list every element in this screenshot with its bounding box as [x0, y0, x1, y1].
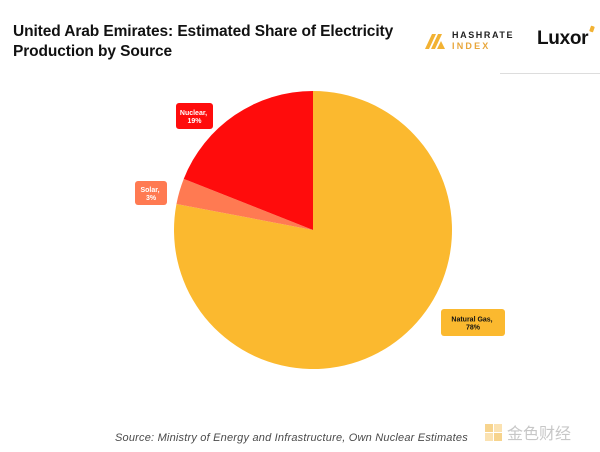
- source-note: Source: Ministry of Energy and Infrastru…: [115, 432, 468, 444]
- header-divider: [500, 73, 600, 74]
- pie-slice-natural-gas: [173, 91, 452, 369]
- chart-title: United Arab Emirates: Estimated Share of…: [13, 23, 394, 60]
- pie-slice-solar: [176, 178, 313, 230]
- hashrate-logo-line1: HASHRATE: [452, 30, 515, 40]
- watermark: 金色财经: [485, 424, 571, 443]
- callout-nuclear-box: [176, 103, 213, 129]
- luxor-logo-text: Luxor: [537, 28, 589, 49]
- callout-natural-gas: Natural Gas, 78%: [441, 309, 505, 336]
- callout-solar-value: 3%: [146, 195, 157, 202]
- luxor-logo: Luxor: [537, 25, 596, 51]
- callout-solar: Solar, 3%: [135, 181, 167, 205]
- svg-text:Solar, 3%: Solar, 3%: [140, 187, 161, 202]
- callout-natural-gas-value: 78%: [466, 325, 481, 332]
- pie-slice-nuclear: [183, 90, 313, 230]
- hashrate-index-logo: HASHRATE INDEX: [424, 30, 524, 54]
- svg-text:Natural Gas, 78%: Natural Gas, 78%: [451, 317, 494, 332]
- callout-solar-label: Solar,: [140, 187, 159, 194]
- watermark-text: 金色财经: [507, 424, 571, 443]
- callout-nuclear: Nuclear, 19%: [176, 103, 213, 129]
- watermark-icon: [485, 424, 502, 441]
- callout-nuclear-label: Nuclear,: [180, 110, 207, 117]
- svg-text:Nuclear, 19%: Nuclear, 19%: [180, 110, 209, 125]
- pie-slices: [173, 90, 452, 369]
- callout-natural-gas-box: [441, 309, 505, 336]
- callout-natural-gas-label: Natural Gas,: [451, 317, 492, 324]
- callout-nuclear-value: 19%: [187, 118, 202, 125]
- hashrate-logo-icon: [425, 34, 445, 49]
- callout-solar-box: [135, 181, 167, 205]
- hashrate-logo-line2: INDEX: [452, 41, 491, 51]
